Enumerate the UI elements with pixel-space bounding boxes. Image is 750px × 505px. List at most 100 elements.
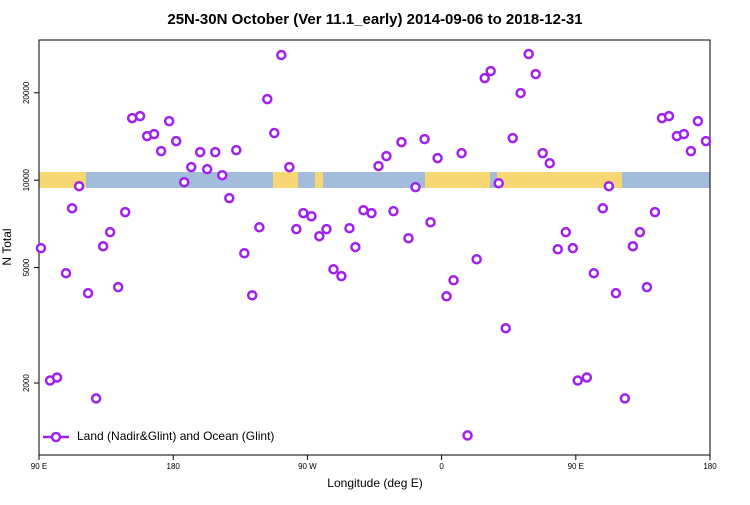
legend: Land (Nadir&Glint) and Ocean (Glint): [43, 429, 274, 443]
data-point: [448, 275, 459, 286]
data-point: [60, 267, 72, 279]
data-point: [634, 226, 646, 238]
data-point: [507, 132, 518, 144]
data-point: [603, 180, 615, 192]
data-point: [597, 203, 609, 214]
data-point: [419, 133, 430, 145]
x-tick-label: 180: [167, 462, 181, 471]
data-point: [552, 244, 564, 255]
data-point: [155, 145, 167, 157]
data-point: [306, 211, 317, 222]
data-point: [336, 270, 347, 282]
data-point: [262, 93, 273, 105]
data-point: [678, 128, 690, 140]
data-point: [641, 281, 653, 293]
data-point: [119, 206, 131, 218]
data-point: [581, 372, 593, 383]
data-point: [90, 393, 102, 404]
data-point: [112, 281, 124, 293]
data-point: [209, 146, 221, 158]
legend-label: Land (Nadir&Glint) and Ocean (Glint): [77, 429, 274, 443]
data-point: [627, 240, 639, 252]
data-point: [358, 204, 369, 216]
x-axis-label: Longitude (deg E): [327, 476, 422, 490]
data-point: [246, 290, 258, 301]
data-point: [239, 247, 250, 259]
data-point: [269, 127, 280, 139]
data-point: [231, 144, 242, 156]
data-point: [170, 135, 182, 147]
data-point: [523, 48, 534, 60]
data-point: [291, 223, 302, 235]
data-point: [254, 222, 265, 233]
data-point: [685, 145, 697, 157]
data-point: [328, 264, 339, 275]
data-point: [493, 177, 504, 189]
x-tick-label: 90 W: [298, 462, 317, 471]
y-tick-label: 20000: [22, 81, 31, 104]
data-point: [403, 232, 414, 244]
data-point: [373, 160, 384, 172]
land-ocean-strip: [39, 172, 710, 188]
plot-frame: [38, 39, 711, 456]
legend-marker: [50, 431, 62, 443]
data-point: [610, 287, 622, 299]
data-point: [537, 147, 548, 159]
data-point: [530, 68, 541, 80]
data-point: [321, 223, 332, 235]
data-point: [73, 180, 85, 192]
data-point: [471, 253, 482, 265]
data-point: [441, 291, 452, 302]
data-point: [619, 393, 631, 404]
data-point: [344, 222, 355, 234]
data-point: [410, 181, 421, 193]
x-tick-label: 90 E: [31, 462, 47, 471]
data-point: [194, 146, 206, 158]
data-point: [462, 430, 473, 441]
y-axis-label: N Total: [0, 228, 14, 265]
data-point: [35, 242, 47, 254]
data-point: [560, 226, 572, 238]
data-point: [572, 375, 583, 386]
data-point: [500, 322, 511, 334]
data-point: [515, 87, 526, 99]
x-tick-label: 90 E: [568, 462, 584, 471]
x-tick-label: 0: [439, 462, 444, 471]
land-band: [315, 172, 323, 188]
data-point: [66, 203, 78, 214]
land-band: [497, 172, 622, 188]
data-point: [663, 110, 675, 122]
data-point: [276, 49, 287, 61]
data-point: [185, 161, 197, 173]
data-point: [381, 150, 392, 162]
land-band: [273, 172, 298, 188]
data-point: [217, 169, 228, 181]
data-point: [82, 287, 94, 299]
data-point: [350, 241, 361, 253]
data-point: [51, 372, 63, 383]
data-point: [485, 65, 496, 77]
data-point: [201, 163, 213, 175]
data-point: [298, 207, 309, 219]
data-point: [224, 192, 235, 204]
data-point: [134, 110, 146, 122]
x-tick-label: 180: [703, 462, 717, 471]
data-point: [479, 72, 490, 84]
data-point: [700, 135, 712, 147]
data-point: [456, 147, 467, 159]
y-tick-label: 10000: [22, 168, 31, 191]
data-point: [284, 161, 295, 173]
land-band: [39, 172, 86, 188]
data-point: [148, 128, 160, 140]
data-point: [396, 136, 407, 148]
data-point: [425, 217, 436, 228]
data-point: [97, 240, 109, 252]
data-point: [178, 176, 190, 188]
data-point: [649, 206, 661, 218]
data-point: [314, 230, 325, 242]
data-point: [588, 267, 600, 279]
data-point: [163, 115, 175, 127]
data-point: [104, 226, 116, 238]
data-point: [366, 207, 377, 219]
